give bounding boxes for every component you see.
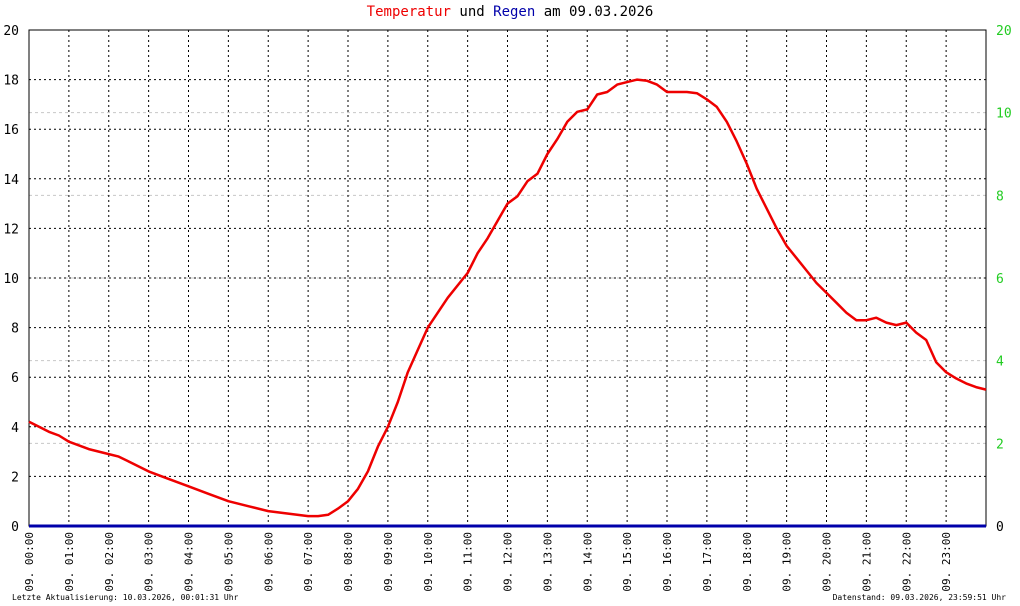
x-tick-label-11: 09. 11:00 <box>462 532 475 592</box>
y-tick-label-right-10: 10 <box>996 107 1012 122</box>
y-tick-label-right-8: 8 <box>996 189 1004 204</box>
y-tick-label-left-12: 12 <box>3 222 19 237</box>
x-tick-label-1: 09. 01:00 <box>63 532 76 592</box>
x-tick-label-18: 09. 18:00 <box>741 532 754 592</box>
y-tick-label-right-4: 4 <box>996 355 1004 370</box>
x-tick-label-4: 09. 04:00 <box>183 532 196 592</box>
x-tick-label-8: 09. 08:00 <box>342 532 355 592</box>
x-tick-label-7: 09. 07:00 <box>302 532 315 592</box>
x-tick-label-16: 09. 16:00 <box>661 532 674 592</box>
y-tick-label-left-8: 8 <box>11 322 19 337</box>
footer-last-update: Letzte Aktualisierung: 10.03.2026, 00:01… <box>12 593 239 602</box>
y-tick-label-right-6: 6 <box>996 272 1004 287</box>
x-tick-label-0: 09. 00:00 <box>23 532 36 592</box>
x-tick-label-23: 09. 23:00 <box>940 532 953 592</box>
x-tick-label-19: 09. 19:00 <box>781 532 794 592</box>
x-tick-label-17: 09. 17:00 <box>701 532 714 592</box>
y-tick-label-right-2: 2 <box>996 437 1004 452</box>
y-tick-label-right-0: 0 <box>996 520 1004 535</box>
y-tick-label-left-16: 16 <box>3 123 19 138</box>
y-tick-label-left-10: 10 <box>3 272 19 287</box>
y-tick-label-left-14: 14 <box>3 173 19 188</box>
x-tick-label-14: 09. 14:00 <box>581 532 594 592</box>
x-tick-label-21: 09. 21:00 <box>860 532 873 592</box>
footer-data-state: Datenstand: 09.03.2026, 23:59:51 Uhr <box>832 593 1006 602</box>
title-date-prefix: am <box>543 4 561 20</box>
title-temperature: Temperatur <box>366 4 451 20</box>
x-tick-label-5: 09. 05:00 <box>222 532 235 592</box>
y-tick-label-left-20: 20 <box>3 24 19 39</box>
title-date: 09.03.2026 <box>569 4 654 20</box>
title-rain: Regen <box>493 4 536 20</box>
x-tick-label-3: 09. 03:00 <box>143 532 156 592</box>
x-tick-label-12: 09. 12:00 <box>502 532 515 592</box>
y-tick-label-left-6: 6 <box>11 371 19 386</box>
x-tick-label-10: 09. 10:00 <box>422 532 435 592</box>
title-and: und <box>459 4 485 20</box>
y-tick-label-right-top: 20 <box>996 24 1012 39</box>
x-tick-label-9: 09. 09:00 <box>382 532 395 592</box>
y-tick-label-left-0: 0 <box>11 520 19 535</box>
x-tick-label-22: 09. 22:00 <box>900 532 913 592</box>
y-tick-label-left-18: 18 <box>3 74 19 89</box>
x-tick-label-13: 09. 13:00 <box>541 532 554 592</box>
x-tick-label-15: 09. 15:00 <box>621 532 634 592</box>
series-line-temperatur <box>28 78 987 518</box>
y-tick-label-left-4: 4 <box>11 421 19 436</box>
x-tick-label-6: 09. 06:00 <box>262 532 275 592</box>
x-tick-label-2: 09. 02:00 <box>103 532 116 592</box>
y-tick-label-left-2: 2 <box>11 470 19 485</box>
x-tick-label-20: 09. 20:00 <box>821 532 834 592</box>
chart-title: Temperatur und Regen am 09.03.2026 <box>0 4 1020 20</box>
